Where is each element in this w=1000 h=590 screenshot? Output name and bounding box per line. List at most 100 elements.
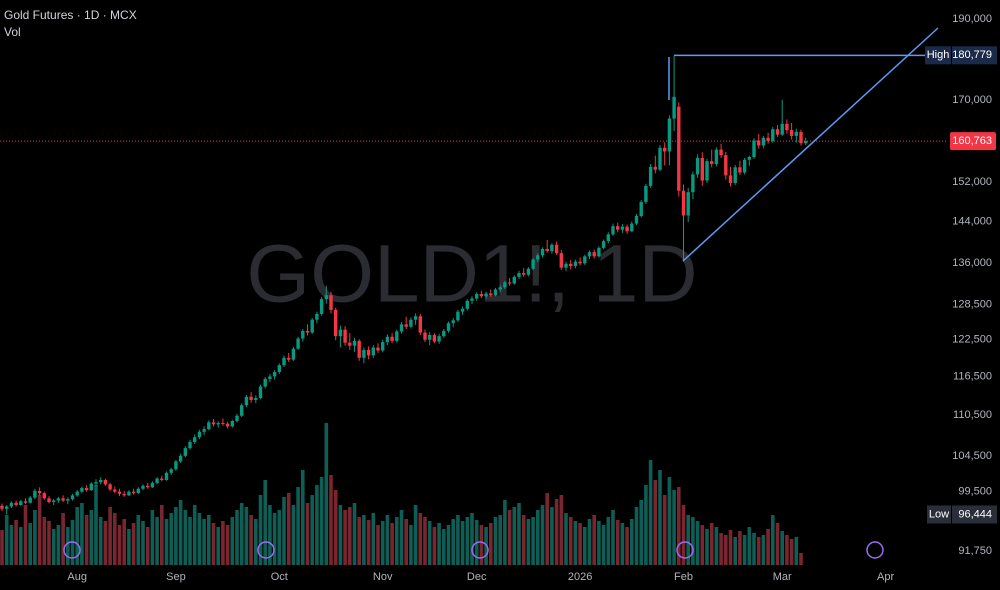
candle-body (301, 330, 305, 339)
candle-body (197, 431, 202, 438)
candle-body (507, 282, 512, 284)
candle-body (390, 336, 394, 341)
trend-line (682, 27, 939, 262)
candle-body (794, 131, 798, 136)
volume-bar (771, 515, 775, 565)
candle-body (620, 226, 625, 230)
candle-body (366, 349, 371, 356)
volume-bar (700, 525, 705, 565)
high-value-box (952, 46, 997, 65)
candle-body (554, 244, 559, 254)
candle-body (319, 299, 324, 314)
volume-bar (0, 530, 4, 565)
x-tick-label: Apr (877, 571, 894, 583)
volume-bar (789, 539, 794, 565)
candle-body (268, 376, 272, 379)
candle-body (710, 161, 714, 164)
volume-bar (634, 507, 639, 565)
candle-body (117, 491, 122, 494)
candle-body (376, 347, 380, 351)
volume-bar (225, 525, 230, 565)
low-value: 96,444 (958, 508, 992, 520)
candle-body (305, 330, 310, 333)
high-tag-box (925, 46, 951, 65)
candle-body (446, 323, 451, 331)
candle-body (456, 311, 460, 321)
candle-body (221, 423, 225, 425)
candle-body (207, 422, 211, 430)
x-tick-label: Dec (467, 571, 487, 583)
candle-body (291, 348, 296, 360)
candle-body (517, 273, 521, 277)
candle-body (413, 316, 418, 320)
volume-bar (268, 505, 272, 565)
y-tick-label: 104,500 (952, 450, 992, 462)
candle-body (587, 252, 592, 257)
volume-bar (371, 513, 376, 565)
event-icon[interactable] (257, 541, 275, 559)
volume-bar (164, 519, 169, 565)
candle-body (460, 308, 465, 312)
volume-bar (714, 527, 719, 565)
candle-body (381, 342, 385, 351)
candle-body (108, 484, 112, 490)
candle-body (653, 166, 657, 170)
volume-bar (141, 521, 145, 565)
candle-body (677, 106, 681, 191)
volume-bar (89, 510, 94, 565)
candle-body (681, 190, 686, 216)
candle-body (705, 161, 709, 181)
volume-bar (559, 495, 564, 565)
candle-body (564, 263, 568, 268)
volume-bar (315, 485, 319, 565)
candle-body (648, 166, 653, 186)
candle-body (122, 493, 126, 496)
volume-label: Vol (4, 25, 21, 39)
candle-body (804, 141, 808, 144)
candle-body (526, 268, 531, 275)
volume-bar (747, 527, 752, 565)
event-icon[interactable] (63, 541, 81, 559)
volume-bar (742, 535, 747, 565)
volume-bar (597, 521, 601, 565)
candle-body (728, 175, 733, 184)
y-tick-label: 99,500 (958, 486, 992, 498)
volume-bar (221, 521, 225, 565)
candle-body (625, 226, 629, 232)
volume-bar (338, 505, 343, 565)
volume-bar (94, 485, 98, 565)
candle-body (658, 147, 662, 170)
candle-body (99, 480, 103, 483)
candle-body (277, 365, 281, 373)
volume-bar (230, 517, 235, 565)
volume-bar (756, 537, 761, 565)
volume-bar (362, 515, 366, 565)
volume-bar (169, 513, 173, 565)
volume-bar (75, 507, 79, 565)
candle-body (202, 429, 206, 432)
volume-bar (395, 517, 399, 565)
volume-bar (531, 517, 535, 565)
event-icon[interactable] (471, 541, 489, 559)
volume-bar (752, 533, 756, 565)
event-icon[interactable] (676, 541, 694, 559)
volume-bar (644, 485, 648, 565)
last-price-label: 160,763 (952, 135, 992, 147)
volume-bar (291, 505, 296, 565)
volume-bar (413, 505, 418, 565)
candle-body (131, 491, 136, 494)
volume-bar (61, 513, 65, 565)
candle-body (296, 338, 300, 349)
candle-body (644, 185, 648, 203)
candle-body (451, 320, 455, 324)
volume-bar (587, 519, 592, 565)
volume-bar (207, 515, 211, 565)
volume-bar (686, 515, 690, 565)
event-icon[interactable] (866, 541, 884, 559)
price-axis (947, 0, 1000, 590)
candle-body (639, 202, 643, 216)
candle-body (70, 495, 75, 500)
volume-bar (202, 519, 206, 565)
candle-body (569, 263, 573, 267)
y-tick-label: 152,000 (952, 176, 992, 188)
